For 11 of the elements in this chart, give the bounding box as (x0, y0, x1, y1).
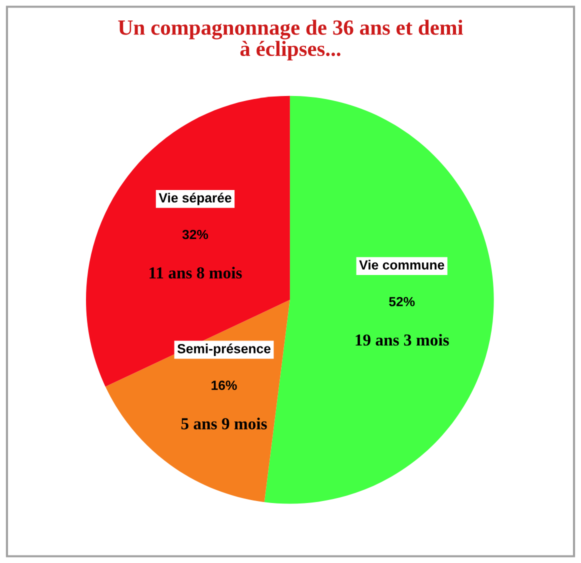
text: 11 ans 8 mois (150, 266, 242, 279)
text: 19 ans 3 mois (356, 334, 449, 346)
slice-label: Semi-présence (177, 344, 270, 356)
data-label: 16% (212, 380, 237, 390)
text: 5 ans 9 mois (181, 418, 267, 430)
data-label: 32% (182, 230, 208, 240)
pie-slice (105, 300, 290, 502)
data-label: 52% (389, 296, 415, 306)
slice-label: Vie commune (359, 260, 444, 270)
chart-title: Un compagnonnage de 36 ans et demi à éclipses... (118, 20, 464, 60)
slice-label: Vie séparée (158, 192, 232, 206)
